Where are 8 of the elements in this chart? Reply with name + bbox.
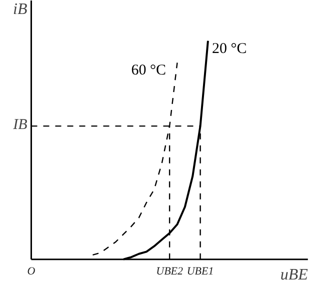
- x-tick-label: O: [27, 265, 36, 278]
- y-axis-title: iB: [13, 1, 28, 18]
- ref-line-label: IB: [12, 117, 28, 134]
- x-tick-label: UBE2: [156, 265, 184, 278]
- series-label: 60 °C: [131, 62, 166, 79]
- series-label: 20 °C: [212, 40, 247, 57]
- x-tick-label: UBE1: [186, 265, 214, 278]
- x-axis-title: uBE: [280, 266, 308, 284]
